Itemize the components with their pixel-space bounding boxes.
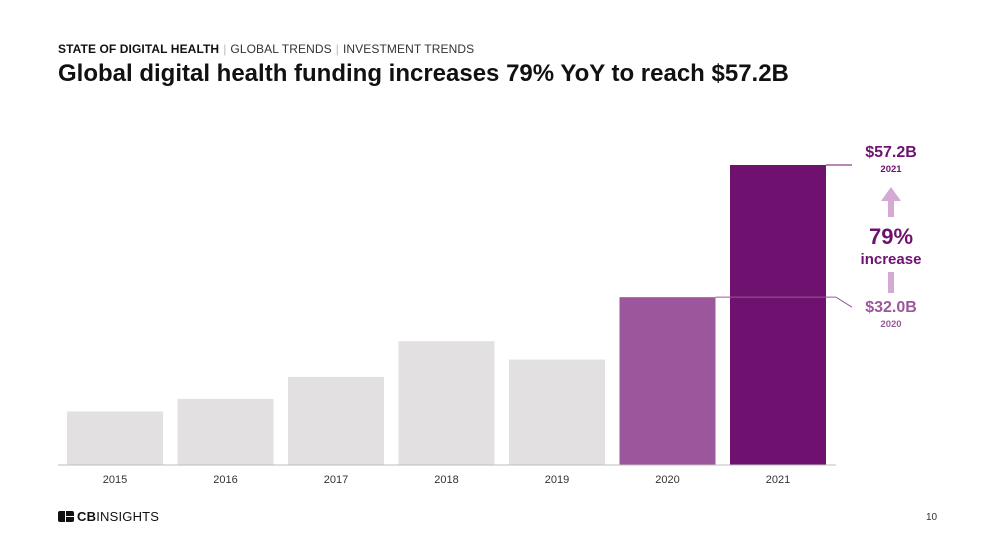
bar-2018 [398,341,495,465]
bar-2015 [67,411,163,465]
arrow-up-icon [881,187,901,201]
arrow-lower-shaft [888,272,894,293]
breadcrumb-separator: | [335,42,339,56]
cbinsights-logo: CBINSIGHTS [58,509,159,524]
x-tick-label: 2017 [324,474,348,486]
page-number: 10 [926,512,938,523]
bar-2021 [730,165,826,465]
breadcrumb-subsection: GLOBAL TRENDS [230,42,332,56]
bar-2020 [619,297,716,465]
increase-label: increase [861,251,922,268]
breadcrumb: STATE OF DIGITAL HEALTH | GLOBAL TRENDS | IN… [58,42,474,56]
x-tick-label: 2020 [655,474,679,486]
cb-logo-icon [58,511,74,522]
logo-wordmark-regular: INSIGHTS [96,509,160,524]
logo-wordmark: CBINSIGHTS [77,509,159,524]
logo-wordmark-bold: CB [77,509,97,524]
percent-increase-label: 79% [869,224,913,249]
bar-2017 [288,376,384,465]
x-tick-label: 2021 [766,474,790,486]
breadcrumb-section: STATE OF DIGITAL HEALTH [58,42,220,56]
x-tick-label: 2018 [434,474,458,486]
arrow-up-shaft [888,199,894,217]
page-title: Global digital health funding increases … [58,60,789,87]
x-tick-label: 2019 [545,474,569,486]
breadcrumb-topic: INVESTMENT TRENDS [342,42,475,56]
bottom-year-label: 2020 [880,319,901,330]
bar-2019 [509,359,605,465]
x-tick-label: 2015 [103,474,127,486]
top-value-label: $57.2B [865,144,917,161]
bottom-value-label: $32.0B [865,299,917,316]
bottom-value-leader-tick [835,296,853,308]
x-tick-label: 2016 [213,474,237,486]
bar-2016 [177,398,274,465]
breadcrumb-separator: | [223,42,227,56]
top-year-label: 2021 [880,164,902,175]
